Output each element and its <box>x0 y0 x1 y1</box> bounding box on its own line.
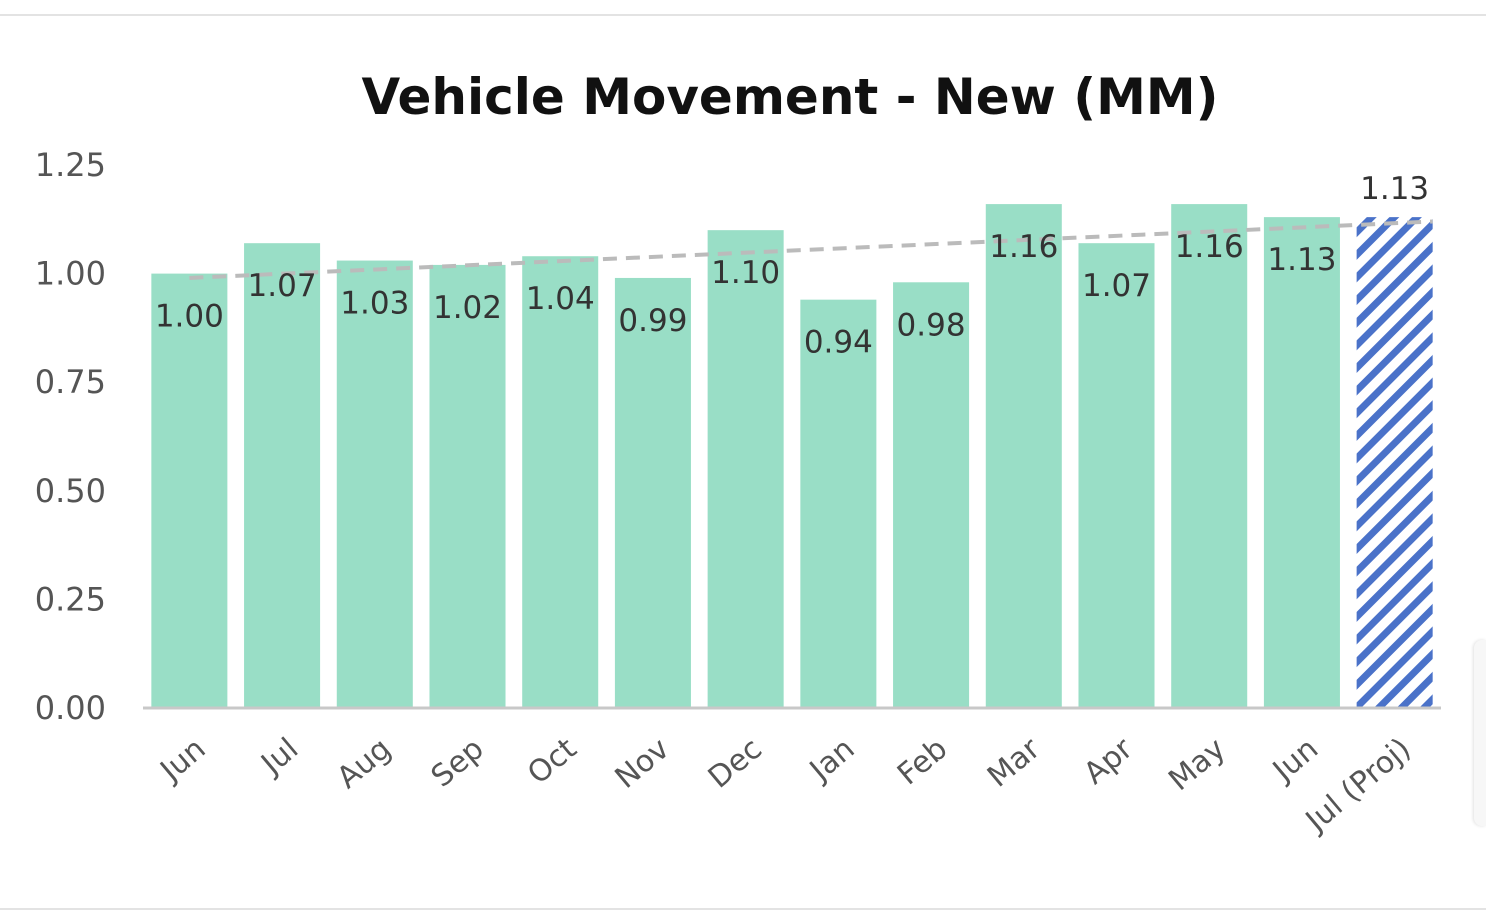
y-tick-label: 0.00 <box>35 689 106 727</box>
data-label: 1.13 <box>1267 242 1336 278</box>
bar <box>522 256 599 708</box>
side-panel-handle[interactable] <box>1474 640 1486 826</box>
data-label: 1.10 <box>711 255 780 291</box>
data-label: 0.99 <box>618 303 687 339</box>
data-label: 1.03 <box>340 286 409 322</box>
bar <box>614 277 691 708</box>
x-tick-label: Sep <box>425 731 491 794</box>
y-tick-label: 0.50 <box>35 472 106 510</box>
data-label: 1.16 <box>1175 229 1244 265</box>
data-label: 1.07 <box>248 268 317 304</box>
data-label: 0.94 <box>804 325 873 361</box>
x-tick-label: Apr <box>1077 731 1140 792</box>
y-tick-label: 0.75 <box>35 363 106 401</box>
x-tick-label: May <box>1162 731 1232 798</box>
data-label: 0.98 <box>897 307 966 343</box>
x-tick-label: Jun <box>153 731 213 789</box>
x-tick-label: Aug <box>331 731 398 795</box>
x-tick-label: Oct <box>521 731 583 791</box>
x-tick-label: Dec <box>702 731 769 795</box>
bar <box>1078 243 1155 708</box>
data-label: 1.02 <box>433 290 502 326</box>
bar <box>336 260 413 708</box>
x-tick-label: Jun <box>1265 731 1325 789</box>
data-label: 1.07 <box>1082 268 1151 304</box>
bar <box>985 204 1062 708</box>
bar <box>1171 204 1248 708</box>
value-labels: 1.00 1.07 1.03 1.02 1.04 0.99 1.10 0.94 0.98 1.16… <box>155 171 1429 361</box>
y-tick-label: 1.25 <box>35 146 106 184</box>
data-label: 1.13 <box>1360 171 1429 207</box>
x-tick-label: Jul <box>253 731 305 782</box>
bar <box>1263 217 1340 709</box>
bar <box>151 273 228 708</box>
x-tick-label: Jan <box>802 731 861 789</box>
bar <box>800 299 877 708</box>
chart-title: Vehicle Movement - New (MM) <box>362 68 1219 126</box>
x-tick-label: Nov <box>609 731 676 795</box>
bars <box>151 204 1433 709</box>
x-tick-label: Mar <box>981 731 1047 795</box>
x-axis: Jun Jul Aug Sep Oct Nov Dec Jan Feb Mar Apr May JunJ… <box>153 731 1418 840</box>
bar <box>707 230 784 708</box>
y-axis: 0.00 0.25 0.50 0.75 1.00 1.25 <box>35 146 106 727</box>
bar <box>893 282 970 708</box>
data-label: 1.00 <box>155 299 224 335</box>
data-label: 1.16 <box>989 229 1058 265</box>
bar-projected <box>1356 217 1433 709</box>
bar <box>429 264 506 708</box>
bar <box>244 243 321 708</box>
trendline <box>189 219 1433 280</box>
y-tick-label: 1.00 <box>35 255 106 293</box>
y-tick-label: 0.25 <box>35 580 106 618</box>
data-label: 1.04 <box>526 281 595 317</box>
x-tick-label: Feb <box>891 731 954 792</box>
